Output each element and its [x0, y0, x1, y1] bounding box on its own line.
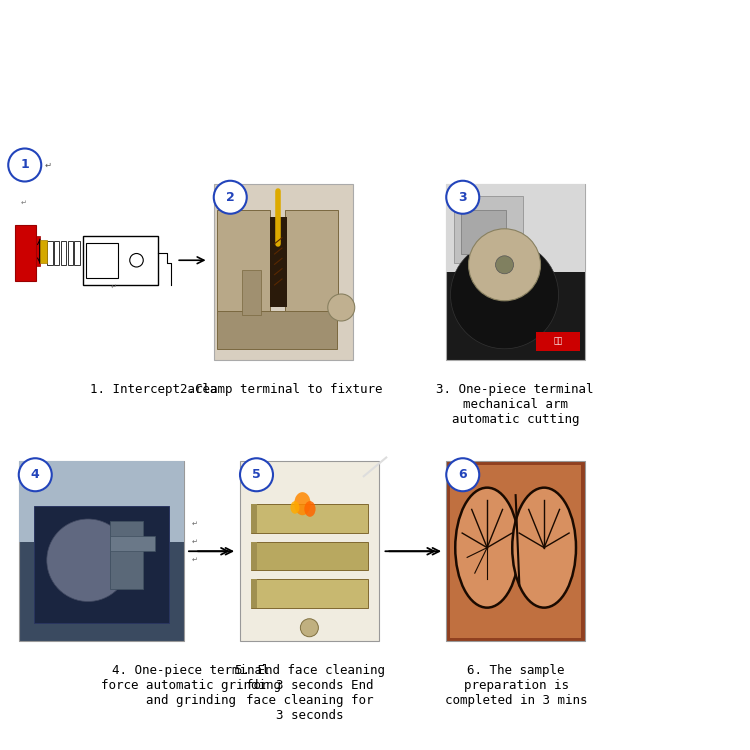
Bar	[19, 461, 184, 641]
Ellipse shape	[294, 492, 310, 515]
Circle shape	[240, 458, 273, 491]
Text: 1: 1	[20, 158, 29, 172]
Circle shape	[446, 181, 479, 214]
Text: 3. One-piece terminal
mechanical arm
automatic cutting: 3. One-piece terminal mechanical arm aut…	[436, 382, 594, 425]
Bar	[242, 270, 261, 315]
Ellipse shape	[455, 488, 519, 608]
Text: 2.Clamp terminal to fixture: 2.Clamp terminal to fixture	[180, 382, 382, 395]
Bar	[270, 217, 286, 308]
Bar	[446, 184, 585, 360]
Text: 5. End face cleaning
for 3 seconds End
face cleaning for
3 seconds: 5. End face cleaning for 3 seconds End f…	[235, 664, 385, 722]
Text: 6: 6	[458, 468, 467, 482]
Circle shape	[214, 181, 247, 214]
Bar	[251, 542, 368, 570]
Bar	[68, 241, 73, 265]
Text: ↵: ↵	[191, 557, 197, 563]
Bar	[446, 461, 585, 641]
Bar	[110, 521, 143, 589]
Text: 5: 5	[252, 468, 261, 482]
Text: 1. Intercept area: 1. Intercept area	[90, 382, 218, 395]
Bar	[251, 504, 257, 532]
Bar	[19, 461, 184, 542]
Bar	[251, 542, 257, 570]
Text: 4. One-piece terminal
force automatic grinding
and grinding: 4. One-piece terminal force automatic gr…	[101, 664, 281, 706]
Ellipse shape	[512, 488, 576, 608]
Bar	[450, 465, 581, 638]
Bar	[217, 311, 338, 349]
Ellipse shape	[304, 501, 316, 517]
Circle shape	[451, 241, 559, 349]
Bar	[86, 243, 118, 278]
Bar	[446, 184, 585, 272]
Bar	[536, 332, 580, 351]
Text: 4: 4	[31, 468, 40, 482]
Ellipse shape	[290, 501, 299, 514]
Bar	[34, 506, 169, 622]
Bar	[251, 579, 257, 608]
Circle shape	[328, 294, 355, 321]
Circle shape	[496, 256, 514, 274]
Bar	[251, 504, 368, 532]
Circle shape	[19, 458, 52, 491]
Circle shape	[46, 519, 129, 602]
Bar	[74, 241, 80, 265]
Bar	[214, 184, 352, 360]
Bar	[47, 241, 53, 265]
Circle shape	[446, 458, 479, 491]
Circle shape	[469, 229, 541, 301]
Bar	[61, 241, 66, 265]
Bar	[454, 196, 524, 263]
Text: ↵: ↵	[45, 160, 52, 170]
Bar	[240, 461, 379, 641]
Bar	[461, 210, 506, 254]
Text: ↵: ↵	[191, 521, 197, 527]
Bar	[217, 210, 270, 315]
Text: ↵: ↵	[191, 539, 197, 545]
FancyBboxPatch shape	[15, 225, 36, 281]
Text: 2: 2	[226, 190, 235, 204]
Bar	[110, 536, 154, 551]
Bar	[251, 579, 368, 608]
Text: ↵: ↵	[111, 284, 117, 290]
Circle shape	[8, 148, 41, 182]
Circle shape	[300, 619, 318, 637]
Text: 6. The sample
preparation is
completed in 3 mins: 6. The sample preparation is completed i…	[445, 664, 587, 706]
Bar	[54, 241, 59, 265]
Bar	[82, 236, 158, 285]
Bar	[36, 236, 40, 266]
Bar	[285, 210, 338, 315]
Text: ↵: ↵	[21, 200, 27, 206]
Bar	[40, 240, 47, 262]
Text: 正确: 正确	[554, 337, 562, 346]
Text: 3: 3	[458, 190, 467, 204]
